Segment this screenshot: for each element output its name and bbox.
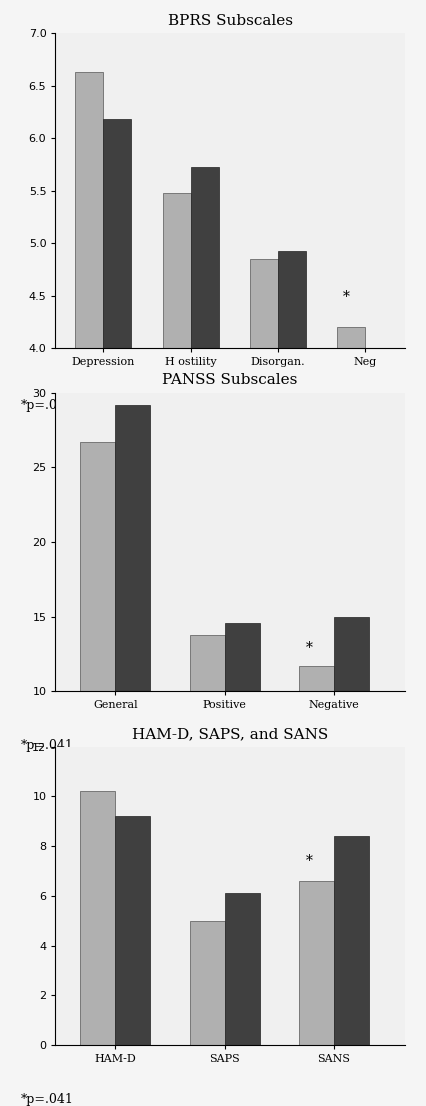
Bar [81, 792, 115, 1045]
Text: *p=.041: *p=.041 [20, 1093, 73, 1106]
Bar [337, 327, 366, 348]
Bar [299, 666, 334, 691]
Text: *: * [306, 641, 313, 656]
Text: *: * [343, 290, 350, 304]
Text: *p=.007: *p=.007 [20, 399, 73, 411]
Bar [250, 259, 278, 348]
Text: *p=.041: *p=.041 [20, 739, 73, 752]
Bar [334, 617, 368, 691]
Bar [115, 816, 150, 1045]
Title: BPRS Subscales: BPRS Subscales [167, 14, 293, 28]
Bar [190, 920, 225, 1045]
Bar [278, 251, 306, 348]
Bar [163, 192, 191, 348]
Bar [104, 119, 131, 348]
Title: HAM-D, SAPS, and SANS: HAM-D, SAPS, and SANS [132, 728, 328, 741]
Bar [299, 880, 334, 1045]
Bar [115, 405, 150, 691]
Bar [75, 72, 104, 348]
Bar [191, 167, 219, 348]
Bar [225, 894, 259, 1045]
Text: *: * [306, 855, 313, 868]
Bar [81, 442, 115, 691]
Bar [334, 836, 368, 1045]
Title: PANSS Subscales: PANSS Subscales [162, 374, 298, 387]
Bar [190, 635, 225, 691]
Bar [225, 623, 259, 691]
